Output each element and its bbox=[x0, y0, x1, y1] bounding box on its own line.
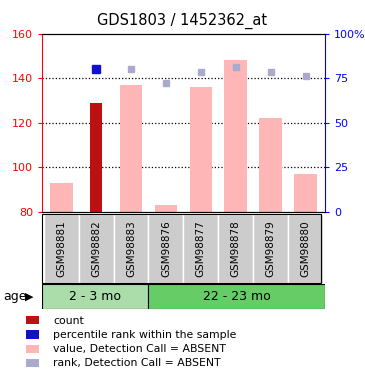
Bar bbox=[189, 87, 212, 212]
Bar bbox=[120, 85, 142, 212]
Text: ▶: ▶ bbox=[25, 292, 33, 302]
Bar bbox=[78, 214, 114, 283]
Bar bbox=[42, 284, 149, 309]
Bar bbox=[90, 103, 102, 212]
Text: GSM98881: GSM98881 bbox=[56, 220, 66, 277]
Bar bbox=[114, 214, 149, 283]
Text: GSM98880: GSM98880 bbox=[301, 220, 311, 277]
Text: 22 - 23 mo: 22 - 23 mo bbox=[203, 290, 270, 303]
Text: count: count bbox=[53, 316, 84, 326]
Bar bbox=[260, 118, 282, 212]
Text: GSM98876: GSM98876 bbox=[161, 220, 171, 277]
Bar bbox=[288, 214, 323, 283]
Bar bbox=[184, 214, 218, 283]
Text: percentile rank within the sample: percentile rank within the sample bbox=[53, 330, 236, 340]
Text: GSM98879: GSM98879 bbox=[266, 220, 276, 277]
Bar bbox=[149, 214, 183, 283]
Text: GSM98883: GSM98883 bbox=[126, 220, 136, 277]
Bar bbox=[224, 60, 247, 212]
Text: age: age bbox=[4, 290, 27, 303]
Text: GSM98882: GSM98882 bbox=[91, 220, 101, 277]
Text: GSM98877: GSM98877 bbox=[196, 220, 206, 277]
Text: rank, Detection Call = ABSENT: rank, Detection Call = ABSENT bbox=[53, 358, 220, 368]
Bar bbox=[44, 214, 78, 283]
Bar bbox=[50, 183, 73, 212]
Text: 2 - 3 mo: 2 - 3 mo bbox=[69, 290, 121, 303]
Bar bbox=[294, 174, 317, 212]
Text: value, Detection Call = ABSENT: value, Detection Call = ABSENT bbox=[53, 344, 226, 354]
Bar bbox=[218, 214, 253, 283]
Text: GDS1803 / 1452362_at: GDS1803 / 1452362_at bbox=[97, 13, 268, 29]
Bar bbox=[155, 205, 177, 212]
Bar bbox=[253, 214, 288, 283]
Text: GSM98878: GSM98878 bbox=[231, 220, 241, 277]
Bar bbox=[149, 284, 325, 309]
